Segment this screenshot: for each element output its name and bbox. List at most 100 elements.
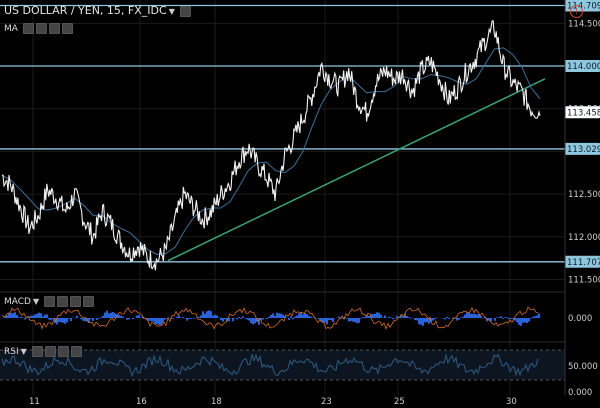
macd-histogram-bar: [118, 314, 120, 318]
macd-histogram-bar: [290, 316, 292, 318]
macd-histogram-bar: [146, 318, 148, 320]
eye-icon[interactable]: [180, 5, 192, 17]
macd-histogram-bar: [522, 318, 524, 323]
macd-indicator-label[interactable]: MACD ▼: [4, 296, 95, 307]
chevron-down-icon[interactable]: ▼: [32, 297, 40, 306]
macd-histogram-bar: [376, 312, 378, 318]
macd-histogram-bar: [524, 318, 526, 323]
price-line: [1, 20, 541, 271]
macd-histogram-bar: [178, 315, 180, 318]
macd-histogram-bar: [198, 316, 200, 318]
macd-histogram-bar: [400, 314, 402, 318]
macd-histogram-bar: [80, 318, 82, 320]
macd-histogram-bar: [232, 318, 234, 322]
macd-histogram-bar: [76, 315, 78, 318]
chevron-down-icon[interactable]: ▼: [20, 347, 27, 356]
macd-histogram-bar: [14, 312, 16, 318]
macd-histogram-bar: [30, 315, 32, 318]
macd-histogram-bar: [390, 317, 392, 318]
macd-histogram-bar: [202, 311, 204, 318]
macd-histogram-bar: [214, 314, 216, 318]
macd-histogram-bar: [102, 315, 104, 318]
macd-histogram-bar: [508, 318, 510, 320]
macd-histogram-bar: [472, 313, 474, 318]
macd-histogram-bar: [114, 313, 116, 318]
macd-histogram-bar: [506, 317, 508, 318]
price-tick-label: 111.500: [568, 275, 600, 285]
macd-histogram-bar: [152, 318, 154, 322]
macd-histogram-bar: [346, 318, 348, 319]
macd-histogram-bar: [36, 313, 38, 318]
macd-histogram-bar: [272, 313, 274, 318]
macd-histogram-bar: [34, 314, 36, 318]
macd-histogram-bar: [242, 316, 244, 318]
macd-histogram-bar: [532, 316, 534, 318]
macd-histogram-bar: [396, 316, 398, 318]
macd-histogram-bar: [282, 314, 284, 318]
macd-histogram-bar: [106, 310, 108, 318]
macd-histogram-bar: [28, 316, 30, 318]
close-icon[interactable]: [70, 346, 82, 357]
macd-histogram-bar: [408, 317, 410, 318]
macd-histogram-bar: [380, 314, 382, 318]
add-icon[interactable]: [57, 346, 69, 357]
symbol-title[interactable]: US DOLLAR / YEN, 15, FX_IDC: [4, 4, 167, 17]
visibility-icon[interactable]: [44, 296, 56, 307]
alert-icon[interactable]: !: [570, 5, 583, 18]
macd-histogram-bar: [510, 318, 512, 319]
macd-histogram-bar: [476, 314, 478, 318]
time-tick-label: 25: [394, 397, 405, 407]
macd-histogram-bar: [402, 316, 404, 318]
macd-histogram-bar: [356, 318, 358, 324]
rsi-pane: [0, 349, 565, 381]
macd-histogram-bar: [70, 318, 72, 321]
macd-histogram-bar: [120, 315, 122, 318]
macd-histogram-bar: [490, 318, 492, 322]
macd-histogram-bar: [378, 312, 380, 318]
macd-histogram-bar: [454, 318, 456, 319]
macd-histogram-bar: [448, 318, 450, 319]
macd-histogram-bar: [294, 316, 296, 318]
macd-histogram-bar: [426, 318, 428, 323]
trend-line[interactable]: [167, 78, 546, 262]
ma-indicator-label[interactable]: MA: [4, 23, 73, 34]
macd-histogram-bar: [350, 318, 352, 321]
macd-histogram-bar: [200, 315, 202, 318]
macd-histogram-bar: [418, 318, 420, 325]
time-axis[interactable]: 11 16 18 23 25 30: [29, 397, 517, 407]
macd-histogram-bar: [394, 318, 396, 319]
add-icon[interactable]: [70, 296, 82, 307]
macd-histogram-bar: [434, 318, 436, 320]
macd-histogram-bar: [288, 318, 290, 320]
macd-histogram-bar: [190, 318, 192, 319]
macd-histogram-bar: [208, 310, 210, 318]
macd-histogram-bar: [464, 314, 466, 318]
macd-histogram-bar: [60, 318, 62, 323]
price-axis[interactable]: 114.500114.000113.500113.000112.500112.0…: [565, 0, 600, 398]
macd-histogram-bar: [366, 314, 368, 318]
macd-histogram-bar: [474, 313, 476, 318]
rsi-indicator-label[interactable]: RSI ▼: [4, 346, 82, 357]
settings-icon[interactable]: [35, 23, 47, 34]
close-icon[interactable]: [83, 296, 95, 307]
symbol-header[interactable]: US DOLLAR / YEN, 15, FX_IDC ▼: [4, 4, 192, 17]
macd-histogram-bar: [260, 318, 262, 321]
macd-histogram-bar: [96, 318, 98, 320]
chevron-down-icon[interactable]: ▼: [168, 7, 175, 16]
price-tick-label: 112.500: [568, 190, 600, 200]
time-tick-label: 16: [136, 397, 147, 407]
visibility-icon[interactable]: [22, 23, 34, 34]
macd-histogram-bar: [42, 316, 44, 318]
visibility-icon[interactable]: [31, 346, 43, 357]
macd-histogram-bar: [326, 318, 328, 325]
macd-histogram-bar: [332, 318, 334, 323]
macd-histogram-bar: [176, 316, 178, 318]
macd-histogram-bar: [428, 318, 430, 324]
macd-histogram-bar: [340, 318, 342, 319]
settings-icon[interactable]: [44, 346, 56, 357]
macd-signal-line: [1, 306, 539, 331]
close-icon[interactable]: [61, 23, 73, 34]
settings-icon[interactable]: [57, 296, 69, 307]
add-icon[interactable]: [48, 23, 60, 34]
